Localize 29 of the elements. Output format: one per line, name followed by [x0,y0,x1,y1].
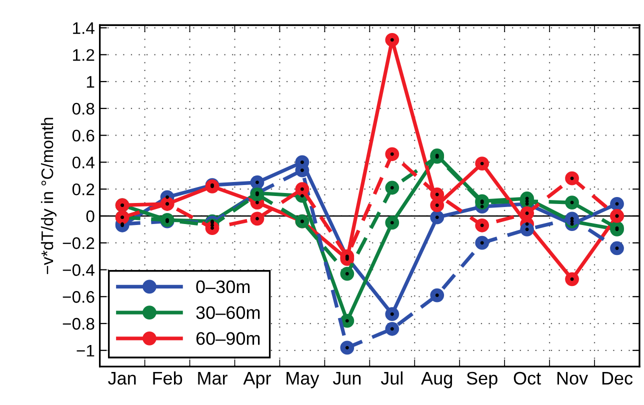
y-tick-label: 0.2 [72,184,94,196]
legend-label: 0–30m [196,280,250,294]
x-tick-label: Jan [108,372,136,385]
y-tick-label: 1 [86,76,94,88]
x-tick-label: Sep [466,372,498,388]
y-tick-label: −1 [76,344,94,356]
y-tick-label: 0.6 [72,130,94,142]
y-tick-label: 1.4 [73,22,94,34]
legend-label: 30–60m [196,306,260,320]
x-tick-label: Nov [557,372,588,385]
y-tick-label: −0.8 [62,318,94,330]
y-tick-label: 0.4 [72,156,94,168]
legend-label: 60–90m [196,332,260,345]
y-tick-label: 0.8 [72,102,94,115]
x-tick-label: Feb [153,371,182,385]
x-tick-label: Jul [380,371,402,385]
x-tick-label: May [286,372,320,388]
x-tick-label: Dec [602,372,633,385]
y-tick-label: 1.2 [73,49,94,61]
y-axis-title: −v*dT/dy in °C/month [40,118,56,274]
y-tick-label: −0.4 [62,264,94,276]
x-tick-label: Jun [332,372,361,385]
x-tick-label: Mar [198,372,228,385]
x-tick-label: Oct [514,372,541,385]
x-tick-label: Aug [421,372,452,388]
y-tick-label: 0 [86,210,94,222]
x-tick-label: Apr [243,372,271,388]
y-tick-label: −0.2 [62,237,94,250]
y-tick-label: −0.6 [62,291,94,303]
